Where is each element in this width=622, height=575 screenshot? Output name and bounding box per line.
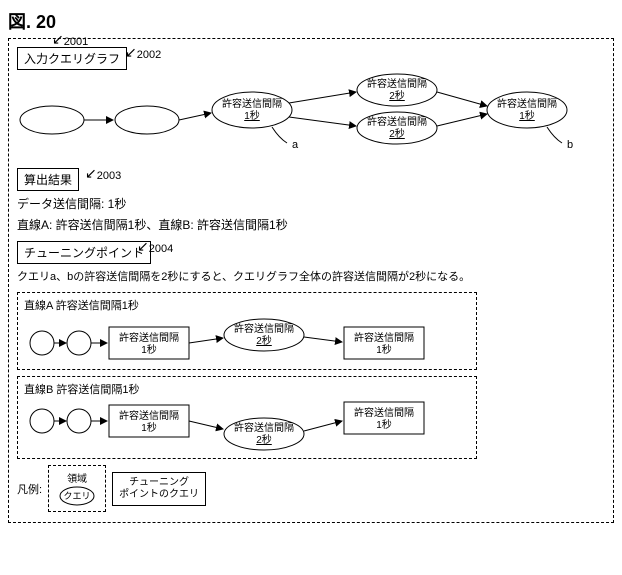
tuning-note: クエリa、bの許容送信間隔を2秒にすると、クエリグラフ全体の許容送信間隔が2秒に… [17, 268, 605, 284]
result-line2: 直線A: 許容送信間隔1秒、直線B: 許容送信間隔1秒 [17, 216, 605, 233]
legend-region-box: 領域 クエリ [48, 465, 106, 512]
svg-text:2秒: 2秒 [256, 334, 272, 347]
node-a-text1: 許容送信間隔 [222, 97, 282, 110]
calc-result-section: 算出結果 2003 データ送信間隔: 1秒 直線A: 許容送信間隔1秒、直線B:… [17, 168, 605, 233]
sub-frame-a: 直線A 許容送信間隔1秒 許容送信間隔 1秒 許容送信間隔 2秒 許容送信間隔 … [17, 292, 477, 370]
sub-frame-b: 直線B 許容送信間隔1秒 許容送信間隔 1秒 許容送信間隔 2秒 許容送信間隔 … [17, 376, 477, 459]
svg-text:許容送信間隔: 許容送信間隔 [234, 421, 294, 434]
node-top-val: 2秒 [389, 89, 405, 102]
sub-b-title: 直線B 許容送信間隔1秒 [24, 381, 470, 397]
svg-text:許容送信間隔: 許容送信間隔 [234, 322, 294, 335]
figure-title: 図. 20 [8, 8, 614, 34]
tuning-section: チューニングポイント 2004 クエリa、bの許容送信間隔を2秒にすると、クエリ… [17, 241, 605, 284]
tuning-label: チューニングポイント [17, 241, 151, 264]
result-line1: データ送信間隔: 1秒 [17, 195, 605, 212]
svg-text:クエリ: クエリ [64, 491, 91, 501]
legend: 凡例: 領域 クエリ チューニング ポイントのクエリ [17, 465, 605, 512]
node-b-text: 許容送信間隔 [497, 97, 557, 110]
svg-text:1秒: 1秒 [376, 343, 392, 356]
node-top-text: 許容送信間隔 [367, 77, 427, 90]
svg-text:1秒: 1秒 [376, 418, 392, 431]
a-label: a [292, 139, 299, 151]
svg-text:許容送信間隔: 許容送信間隔 [354, 331, 414, 344]
svg-text:許容送信間隔: 許容送信間隔 [119, 331, 179, 344]
ref-2002: 2002 [125, 45, 161, 62]
legend-tuning-rect: チューニング ポイントのクエリ [112, 472, 206, 506]
sub-b-svg: 許容送信間隔 1秒 許容送信間隔 2秒 許容送信間隔 1秒 [24, 399, 464, 454]
input-graph-section: 入力クエリグラフ 2002 許容送信間隔 1秒 許容送信間隔 2秒 [17, 47, 605, 160]
main-frame: 入力クエリグラフ 2002 許容送信間隔 1秒 許容送信間隔 2秒 [8, 38, 614, 523]
legend-title: 凡例: [17, 481, 42, 497]
node-bot-val: 2秒 [389, 127, 405, 140]
svg-text:2秒: 2秒 [256, 433, 272, 446]
input-graph-svg: 許容送信間隔 1秒 許容送信間隔 2秒 許容送信間隔 2秒 許容送信間隔 1秒 [17, 70, 597, 160]
calc-result-label: 算出結果 [17, 168, 79, 191]
svg-text:許容送信間隔: 許容送信間隔 [354, 406, 414, 419]
svg-text:1秒: 1秒 [141, 343, 157, 356]
sub-a-svg: 許容送信間隔 1秒 許容送信間隔 2秒 許容送信間隔 1秒 [24, 315, 464, 365]
input-graph-label: 入力クエリグラフ [17, 47, 127, 70]
sub-a-title: 直線A 許容送信間隔1秒 [24, 297, 470, 313]
legend-region: 領域 [67, 470, 87, 485]
svg-text:1秒: 1秒 [141, 421, 157, 434]
node-b-val: 1秒 [519, 109, 535, 122]
ref-2004: 2004 [137, 239, 173, 256]
ref-2003: 2003 [85, 166, 121, 183]
svg-text:許容送信間隔: 許容送信間隔 [119, 409, 179, 422]
node-bot-text: 許容送信間隔 [367, 115, 427, 128]
b-label: b [567, 139, 573, 151]
node-a-val: 1秒 [244, 109, 260, 122]
